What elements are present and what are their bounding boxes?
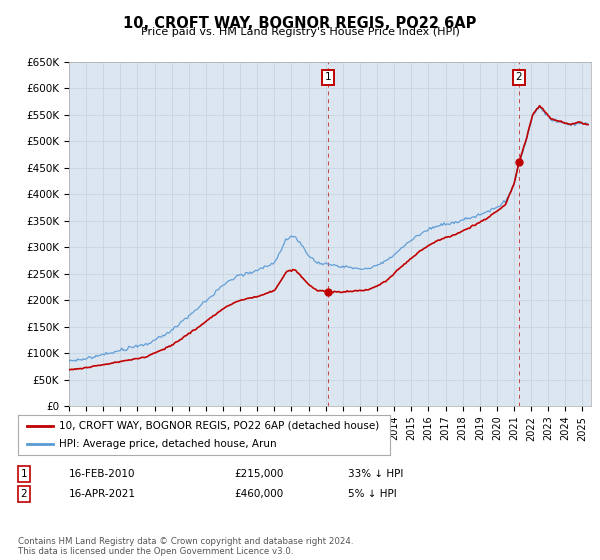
- Text: 10, CROFT WAY, BOGNOR REGIS, PO22 6AP: 10, CROFT WAY, BOGNOR REGIS, PO22 6AP: [124, 16, 476, 31]
- Text: 16-APR-2021: 16-APR-2021: [69, 489, 136, 499]
- Text: 10, CROFT WAY, BOGNOR REGIS, PO22 6AP (detached house): 10, CROFT WAY, BOGNOR REGIS, PO22 6AP (d…: [59, 421, 379, 431]
- Text: £460,000: £460,000: [234, 489, 283, 499]
- Text: 2: 2: [515, 72, 522, 82]
- Text: Price paid vs. HM Land Registry's House Price Index (HPI): Price paid vs. HM Land Registry's House …: [140, 27, 460, 37]
- Text: 33% ↓ HPI: 33% ↓ HPI: [348, 469, 403, 479]
- Text: 2: 2: [20, 489, 28, 499]
- Text: £215,000: £215,000: [234, 469, 283, 479]
- Text: 5% ↓ HPI: 5% ↓ HPI: [348, 489, 397, 499]
- Text: 1: 1: [325, 72, 331, 82]
- Text: HPI: Average price, detached house, Arun: HPI: Average price, detached house, Arun: [59, 440, 277, 449]
- Text: 1: 1: [20, 469, 28, 479]
- Text: Contains HM Land Registry data © Crown copyright and database right 2024.
This d: Contains HM Land Registry data © Crown c…: [18, 536, 353, 556]
- Text: 16-FEB-2010: 16-FEB-2010: [69, 469, 136, 479]
